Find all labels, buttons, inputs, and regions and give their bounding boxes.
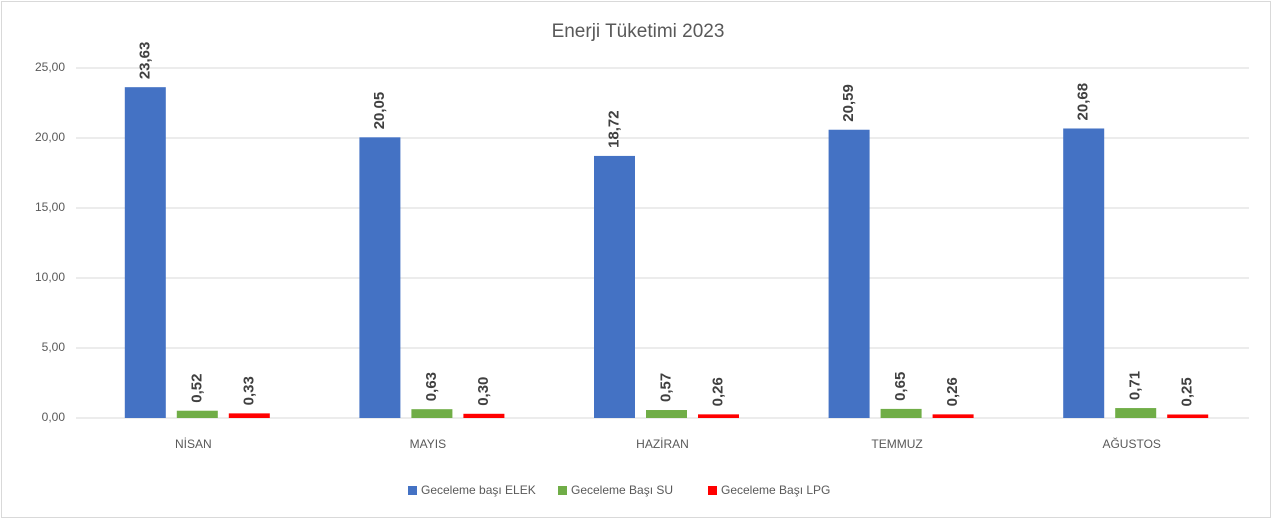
y-tick-label: 5,00 xyxy=(42,340,66,354)
bar xyxy=(1115,408,1157,418)
value-label: 20,05 xyxy=(371,92,388,130)
y-tick-label: 0,00 xyxy=(42,410,66,424)
bar xyxy=(228,413,270,418)
value-label: 20,59 xyxy=(840,84,857,122)
bar xyxy=(411,409,453,418)
value-label: 0,71 xyxy=(1127,371,1144,400)
legend-swatch xyxy=(708,486,717,495)
value-label: 20,68 xyxy=(1075,83,1092,121)
value-label: 18,72 xyxy=(605,110,622,148)
y-tick-label: 10,00 xyxy=(35,270,65,284)
bar xyxy=(1063,128,1105,419)
bar xyxy=(1167,414,1209,418)
bar xyxy=(880,408,922,418)
value-label: 0,30 xyxy=(475,377,492,406)
bar xyxy=(176,410,218,418)
x-tick-label: NİSAN xyxy=(175,437,212,451)
bar xyxy=(646,410,687,418)
y-tick-label: 20,00 xyxy=(35,130,65,144)
y-tick-label: 15,00 xyxy=(35,200,65,214)
bar xyxy=(359,137,401,419)
legend-swatch xyxy=(558,486,567,495)
bar xyxy=(594,155,635,419)
bar xyxy=(463,413,505,418)
x-tick-label: MAYIS xyxy=(410,437,446,451)
legend-swatch xyxy=(408,486,417,495)
value-label: 0,57 xyxy=(657,373,674,402)
value-label: 0,33 xyxy=(240,376,257,405)
x-tick-label: AĞUSTOS xyxy=(1102,436,1160,451)
legend-label: Geceleme Başı LPG xyxy=(721,483,830,497)
y-tick-label: 25,00 xyxy=(35,60,65,74)
legend-label: Geceleme başı ELEK xyxy=(421,483,536,497)
legend-label: Geceleme Başı SU xyxy=(571,483,673,497)
x-tick-label: HAZİRAN xyxy=(636,437,689,451)
value-label: 0,63 xyxy=(423,372,440,401)
bar xyxy=(124,87,166,419)
value-label: 0,26 xyxy=(709,377,726,406)
value-label: 0,52 xyxy=(188,374,205,403)
value-label: 0,65 xyxy=(892,372,909,401)
chart-title: Enerji Tüketimi 2023 xyxy=(552,21,725,42)
bar xyxy=(828,129,870,419)
x-tick-label: TEMMUZ xyxy=(871,437,922,451)
value-label: 23,63 xyxy=(136,42,153,80)
bar xyxy=(932,414,974,418)
bar xyxy=(698,414,739,418)
value-label: 0,25 xyxy=(1179,377,1196,406)
value-label: 0,26 xyxy=(944,377,961,406)
